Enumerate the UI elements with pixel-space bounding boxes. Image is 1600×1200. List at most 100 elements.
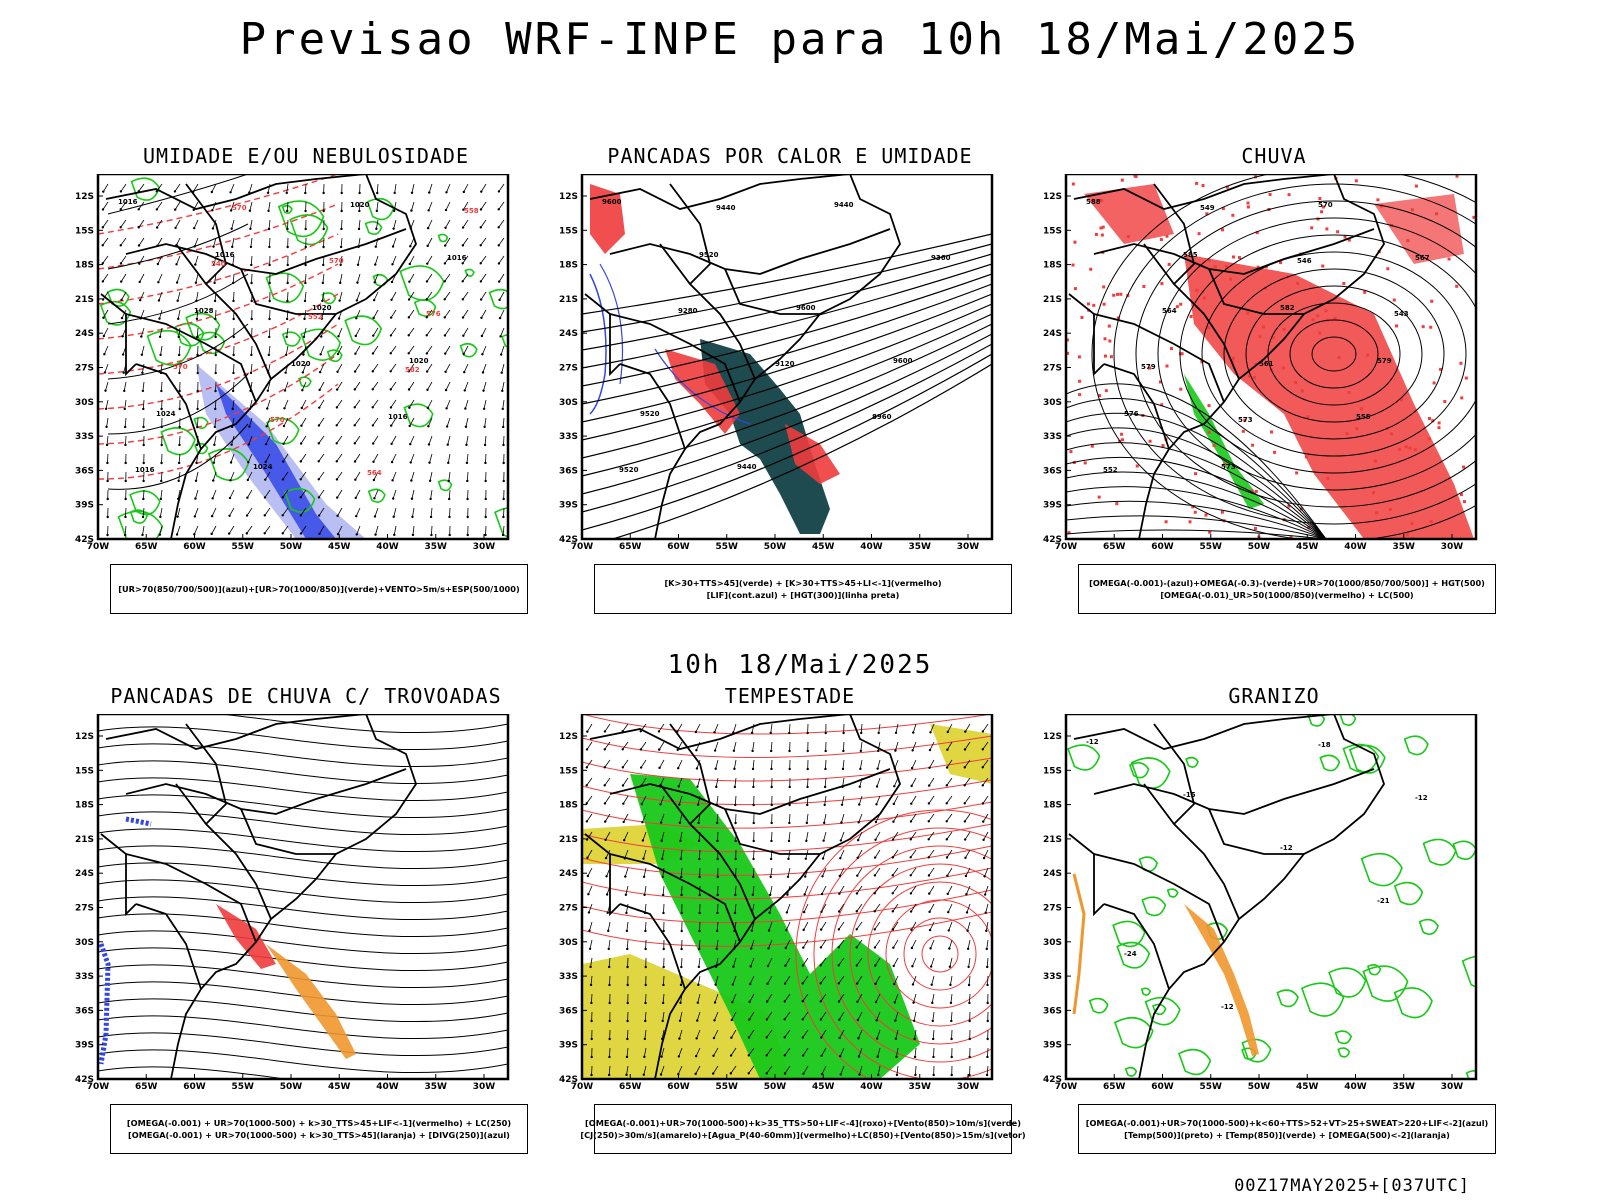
svg-text:27S: 27S: [559, 364, 578, 374]
svg-text:39S: 39S: [1043, 1041, 1062, 1051]
svg-text:36S: 36S: [75, 466, 94, 476]
contour-label: 576: [426, 310, 441, 318]
svg-text:42S: 42S: [559, 1075, 578, 1085]
svg-text:39S: 39S: [559, 1041, 578, 1051]
legend-line: [Temp(500)](preto) + [Temp(850)](verde) …: [1124, 1130, 1450, 1140]
contour-label: 573: [1238, 416, 1253, 424]
contour-label: 570: [270, 416, 285, 424]
panel-pancadas-calor: PANCADAS POR CALOR E UMIDADE 12S 15S 18S 21…: [550, 144, 1030, 624]
contour-label: 570: [329, 257, 344, 265]
svg-text:12S: 12S: [1043, 732, 1062, 742]
contour-label: 9600: [602, 198, 622, 206]
contour-label: -18: [1318, 741, 1331, 749]
svg-text:35W: 35W: [909, 1082, 932, 1092]
contour-label: 1016: [118, 198, 138, 206]
svg-text:36S: 36S: [559, 466, 578, 476]
contour-label: 570: [1318, 201, 1333, 209]
svg-text:40W: 40W: [860, 542, 883, 552]
panel-title: PANCADAS DE CHUVA C/ TROVOADAS: [110, 684, 502, 708]
contour-label: 9120: [775, 360, 795, 368]
svg-text:27S: 27S: [1043, 364, 1062, 374]
svg-text:21S: 21S: [75, 295, 94, 305]
contour-label: -24: [1124, 950, 1137, 958]
svg-text:33S: 33S: [75, 432, 94, 442]
contour-label: 564: [1162, 307, 1177, 315]
contour-label: 564: [367, 469, 382, 477]
contour-label: 585: [1183, 251, 1198, 259]
svg-text:45W: 45W: [812, 1082, 835, 1092]
svg-text:42S: 42S: [75, 535, 94, 545]
contour-label: 9600: [893, 357, 913, 365]
contour-label: 1024: [156, 410, 176, 418]
contour-label: 567: [1415, 254, 1430, 262]
svg-text:33S: 33S: [1043, 432, 1062, 442]
forecast-time-label: 10h 18/Mai/2025: [667, 650, 933, 680]
contour-label: 558: [464, 207, 479, 215]
svg-text:24S: 24S: [559, 329, 578, 339]
svg-text:50W: 50W: [764, 1082, 787, 1092]
legend-line: [CJ(250)>30m/s](amarelo)+[Agua_P(40-60mm…: [580, 1130, 1026, 1140]
svg-text:55W: 55W: [1200, 1082, 1223, 1092]
contour-label: 573: [1221, 463, 1236, 471]
contour-label: 9520: [640, 410, 660, 418]
svg-text:30S: 30S: [559, 398, 578, 408]
svg-text:50W: 50W: [280, 1082, 303, 1092]
panel-umidade: UMIDADE E/OU NEBULOSIDADE 12S 15S 18S 21S 24…: [66, 144, 546, 624]
svg-text:35W: 35W: [1393, 1082, 1416, 1092]
panel-title: PANCADAS POR CALOR E UMIDADE: [607, 144, 973, 168]
svg-text:30S: 30S: [559, 938, 578, 948]
legend-line: [OMEGA(-0.001)-(azul)+OMEGA(-0.3)-(verde…: [1089, 578, 1485, 588]
svg-text:50W: 50W: [1248, 542, 1271, 552]
svg-text:60W: 60W: [667, 1082, 690, 1092]
svg-text:60W: 60W: [183, 542, 206, 552]
svg-text:55W: 55W: [1200, 542, 1223, 552]
svg-text:55W: 55W: [232, 542, 255, 552]
panel-legend: [OMEGA(-0.001) + UR>70(1000-500) + k>30_…: [110, 1104, 528, 1154]
svg-text:12S: 12S: [559, 732, 578, 742]
contour-label: 9520: [699, 251, 719, 259]
contour-label: 552: [1103, 466, 1118, 474]
svg-text:24S: 24S: [75, 329, 94, 339]
contour-label: 576: [1124, 410, 1139, 418]
svg-text:30S: 30S: [1043, 398, 1062, 408]
contour-label: 588: [1086, 198, 1101, 206]
svg-text:40W: 40W: [376, 542, 399, 552]
svg-text:24S: 24S: [1043, 329, 1062, 339]
legend-line: [K>30+TTS>45](verde) + [K>30+TTS>45+LI<-…: [664, 578, 942, 588]
svg-text:21S: 21S: [559, 295, 578, 305]
svg-text:45W: 45W: [812, 542, 835, 552]
svg-text:30S: 30S: [1043, 938, 1062, 948]
contour-label: 1016: [388, 413, 408, 421]
svg-text:12S: 12S: [559, 192, 578, 202]
svg-text:39S: 39S: [75, 1041, 94, 1051]
svg-text:60W: 60W: [667, 542, 690, 552]
svg-text:30W: 30W: [473, 1082, 496, 1092]
contour-label: 9520: [619, 466, 639, 474]
legend-line: [OMEGA(-0.001) + UR>70(1000-500) + k>30_…: [128, 1130, 510, 1140]
svg-text:21S: 21S: [1043, 295, 1062, 305]
svg-text:45W: 45W: [1296, 1082, 1319, 1092]
contour-label: 582: [1280, 304, 1295, 312]
svg-text:60W: 60W: [183, 1082, 206, 1092]
svg-text:45W: 45W: [328, 1082, 351, 1092]
svg-text:18S: 18S: [75, 801, 94, 811]
svg-text:42S: 42S: [559, 535, 578, 545]
contour-label: -15: [1183, 791, 1196, 799]
svg-text:27S: 27S: [75, 904, 94, 914]
legend-line: [UR>70(850/700/500)](azul)+[UR>70(1000/8…: [118, 584, 520, 594]
svg-text:15S: 15S: [1043, 766, 1062, 776]
contour-label: 570: [232, 204, 247, 212]
contour-label: 9280: [678, 307, 698, 315]
svg-text:39S: 39S: [75, 501, 94, 511]
svg-text:27S: 27S: [1043, 904, 1062, 914]
svg-text:21S: 21S: [1043, 835, 1062, 845]
svg-text:21S: 21S: [559, 835, 578, 845]
contour-label: 561: [1259, 360, 1274, 368]
panel-title: CHUVA: [1241, 144, 1307, 168]
contour-label: 8960: [872, 413, 892, 421]
svg-text:70W: 70W: [87, 1082, 110, 1092]
panel-granizo: GRANIZO 12S 15S 18S 21S 24S 27S 30S 33S 36S 39S 42…: [1034, 684, 1514, 1164]
